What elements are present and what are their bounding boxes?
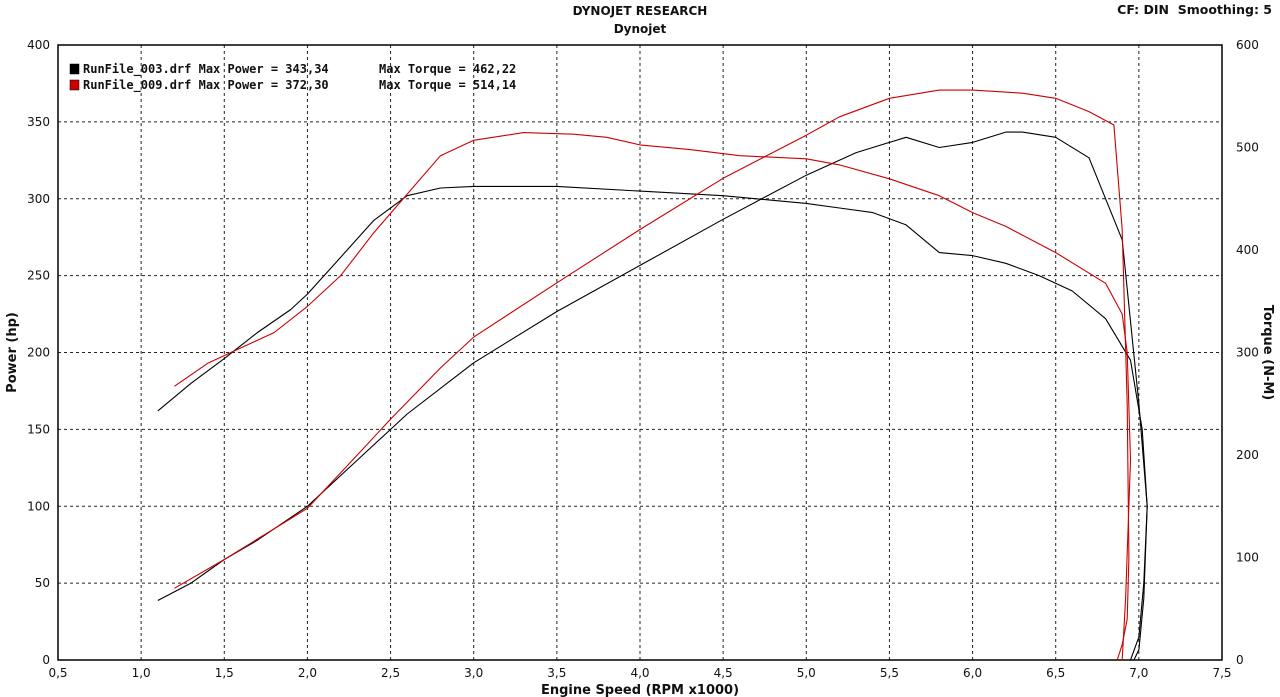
y2-tick-label: 300 [1236,346,1259,360]
y2-tick-label: 200 [1236,448,1259,462]
legend-torque-label: Max Torque = 462,22 [379,62,516,76]
plot-frame [57,44,1223,661]
x-tick-label: 7,0 [1129,666,1148,680]
chart-company-title: DYNOJET RESEARCH [572,4,708,18]
y2-axis-title: Torque (N-M) [1260,305,1275,400]
y2-tick-label: 0 [1236,653,1244,667]
x-tick-label: 5,0 [797,666,816,680]
x-axis-title: Engine Speed (RPM x1000) [541,683,739,697]
smoothing-label: Smoothing: 5 [1177,2,1272,17]
chart-subtitle: Dynojet [613,22,667,36]
x-tick-label: 2,0 [298,666,317,680]
legend-torque-label: Max Torque = 514,14 [379,78,516,92]
y-tick-label: 400 [27,38,50,52]
power-line-series-2 [174,132,1132,661]
y-axis-title: Power (hp) [5,312,20,393]
y-tick-label: 200 [27,346,50,360]
x-tick-label: 6,0 [963,666,982,680]
y2-tick-label: 600 [1236,38,1259,52]
y2-tick-label: 500 [1236,141,1259,155]
legend-swatch [69,63,80,75]
y-tick-label: 50 [35,576,50,590]
x-tick-label: 0,5 [48,666,67,680]
y2-tick-label: 400 [1236,243,1259,257]
x-tick-label: 3,0 [464,666,483,680]
y-tick-label: 250 [27,269,50,283]
legend-label: RunFile_009.drf Max Power = 372,30 [83,78,329,93]
y-tick-label: 0 [42,653,50,667]
power-line-series-1 [157,185,1148,661]
x-tick-label: 4,0 [630,666,649,680]
y-tick-label: 300 [27,192,50,206]
y2-tick-label: 100 [1236,551,1259,565]
x-tick-label: 2,5 [381,666,400,680]
y-tick-label: 150 [27,422,50,436]
x-tick-label: 4,5 [714,666,733,680]
x-tick-label: 6,5 [1046,666,1065,680]
x-tick-label: 3,5 [547,666,566,680]
y-tick-label: 100 [27,499,50,513]
x-tick-label: 7,5 [1212,666,1231,680]
torque-line-series-1 [157,131,1148,661]
x-tick-label: 5,5 [880,666,899,680]
legend-swatch [69,79,80,91]
cf-label: CF: DIN [1117,2,1170,17]
y-tick-label: 350 [27,115,50,129]
legend-label: RunFile_003.drf Max Power = 343,34 [83,62,329,77]
torque-line-series-2 [174,89,1130,661]
x-tick-label: 1,5 [215,666,234,680]
settings-readout: CF: DIN Smoothing: 5 [1117,2,1272,17]
x-tick-label: 1,0 [132,666,151,680]
